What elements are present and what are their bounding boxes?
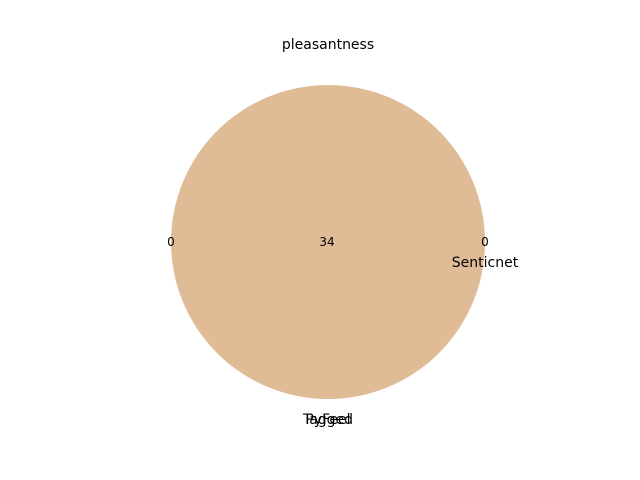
- set-label-tagged: Tagged: [302, 412, 353, 428]
- set-label-senticnet: Senticnet: [452, 255, 519, 271]
- venn-overlap-circle: [171, 85, 485, 399]
- chart-title: pleasantness: [282, 37, 374, 53]
- region-count-center: 34: [319, 235, 334, 249]
- region-count-right: 0: [481, 235, 489, 249]
- region-count-left: 0: [167, 235, 175, 249]
- set-label-pyfeel: PyFeel: [305, 412, 350, 428]
